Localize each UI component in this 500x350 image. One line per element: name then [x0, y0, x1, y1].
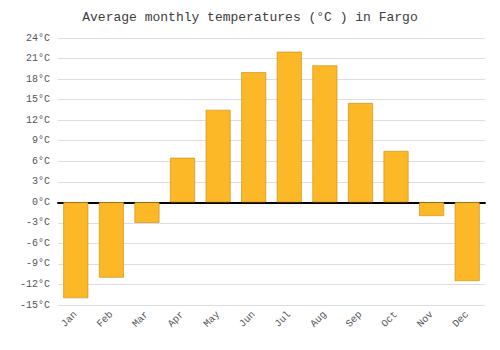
svg-text:18°C: 18°C	[26, 74, 50, 85]
svg-text:6°C: 6°C	[32, 156, 50, 167]
svg-text:May: May	[202, 309, 222, 329]
svg-text:-15°C: -15°C	[20, 300, 50, 311]
svg-text:Jan: Jan	[59, 309, 79, 329]
svg-text:9°C: 9°C	[32, 135, 50, 146]
svg-text:3°C: 3°C	[32, 176, 50, 187]
svg-text:-3°C: -3°C	[26, 217, 50, 228]
svg-text:Feb: Feb	[95, 309, 115, 329]
svg-text:24°C: 24°C	[26, 33, 50, 44]
svg-text:Sep: Sep	[344, 309, 364, 329]
svg-text:Aug: Aug	[308, 309, 328, 329]
svg-text:Nov: Nov	[415, 309, 435, 329]
svg-text:15°C: 15°C	[26, 94, 50, 105]
svg-text:Oct: Oct	[379, 309, 399, 329]
svg-text:Jun: Jun	[237, 309, 257, 329]
svg-text:Dec: Dec	[451, 309, 471, 329]
svg-text:Mar: Mar	[130, 309, 150, 329]
svg-text:Average monthly temperatures (: Average monthly temperatures (°C ) in Fa…	[82, 10, 417, 25]
svg-text:Apr: Apr	[166, 309, 186, 329]
svg-text:-9°C: -9°C	[26, 258, 50, 269]
svg-text:21°C: 21°C	[26, 53, 50, 64]
svg-text:-12°C: -12°C	[20, 279, 50, 290]
svg-text:Jul: Jul	[273, 309, 293, 329]
svg-text:0°C: 0°C	[32, 197, 50, 208]
svg-text:12°C: 12°C	[26, 115, 50, 126]
svg-text:-6°C: -6°C	[26, 238, 50, 249]
